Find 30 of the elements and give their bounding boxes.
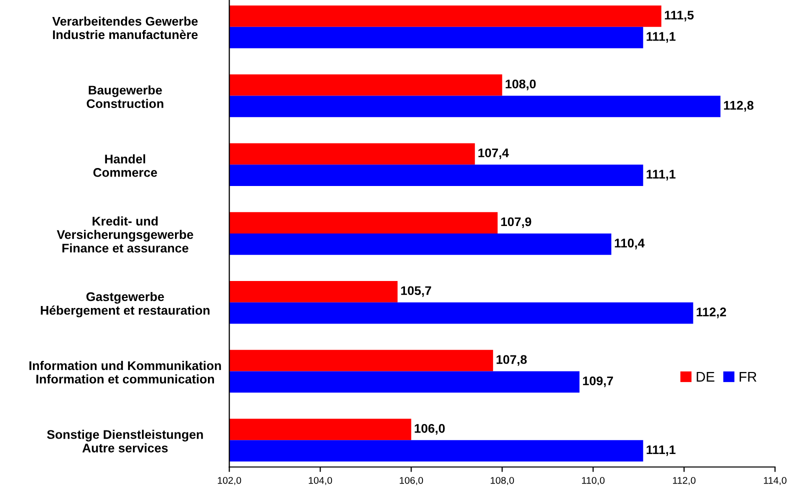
x-tick-label: 102,0	[218, 476, 242, 486]
legend-label: FR	[740, 372, 756, 382]
y-tick-label: Information und Kommunikation Information et communication	[29, 360, 221, 384]
data-label: 112,2	[696, 308, 726, 318]
data-label: 110,4	[614, 238, 645, 250]
legend-label: DE	[696, 372, 714, 382]
data-label: 112,8	[724, 100, 754, 112]
y-tick-label: Kredit- und Versicherungsgewerbe Finance et assurance	[56, 216, 194, 253]
x-tick-label: 112,0	[673, 476, 696, 486]
data-label: 111,1	[646, 170, 676, 180]
x-tick-label: 114,0	[764, 476, 786, 486]
y-tick-label: Gastgewerbe Hébergement et restauration	[40, 292, 210, 318]
data-label: 108,0	[506, 80, 536, 90]
x-tick-label: 106,0	[400, 476, 424, 486]
data-label: 109,7	[583, 376, 613, 388]
data-label: 105,7	[401, 286, 432, 297]
data-label: 107,8	[496, 355, 527, 366]
y-tick-label: Verarbeitendes Gewerbe Industrie manufactunère	[52, 16, 198, 40]
data-label: 111,5	[664, 10, 694, 22]
y-tick-label: Handel Commerce	[93, 154, 158, 177]
y-tick-label: Baugewerbe Construction	[86, 85, 164, 108]
data-label: 106,0	[414, 424, 445, 435]
data-label: 107,4	[478, 148, 509, 160]
data-label: 111,1	[646, 445, 676, 456]
x-tick-label: 108,0	[490, 476, 514, 486]
x-tick-label: 104,0	[308, 476, 332, 486]
x-tick-label: 110,0	[582, 476, 605, 486]
data-label: 107,9	[501, 217, 532, 228]
y-tick-label: Sonstige Dienstleistungen Autre services	[47, 430, 203, 452]
data-label: 111,1	[646, 32, 676, 43]
